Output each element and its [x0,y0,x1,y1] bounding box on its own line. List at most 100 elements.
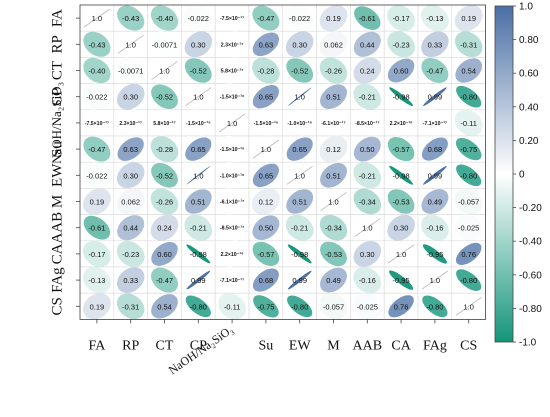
heatmap-cell: 0.19 [79,188,115,215]
heatmap-cell: 0.51 [282,188,317,215]
correlation-ellipse [186,166,211,185]
correlation-ellipse [83,293,111,320]
cell-value-label: 0.60 [157,250,172,259]
heatmap-cell: 0.51 [316,161,351,189]
x-axis-tick-label: FA [88,338,106,353]
heatmap-cell: -0.47 [147,266,182,294]
correlation-ellipse [251,188,280,215]
heatmap-cell: 0.65 [248,161,284,189]
correlation-ellipse [151,241,178,266]
cell-value-label: -0.40 [88,67,105,76]
heatmap-cell: 1.0 [79,4,115,32]
diagonal-line [387,244,415,264]
correlation-ellipse [420,4,449,32]
correlation-ellipse [218,31,247,58]
heatmap-cell: 0.33 [417,30,453,58]
correlation-ellipse [456,85,482,108]
correlation-ellipse [421,58,449,83]
correlation-ellipse [218,83,247,110]
heatmap-cell: -0.98 [383,161,419,189]
cell-value-label: -0.23 [122,250,139,259]
cell-value-label: 1.0 [463,302,473,311]
cell-value-label: 0.54 [157,302,172,311]
correlation-ellipse [150,214,179,241]
correlation-ellipse [422,244,447,264]
cell-value-label: 1.0 [92,14,102,23]
cell-value-label: 0.19 [461,14,476,23]
cell-value-label: -0.47 [156,276,173,285]
heatmap-cell: -1.5×10⁻¹⁶ [181,109,216,137]
heatmap-cell: -0.47 [248,4,284,32]
heatmap-cell: -0.52 [147,83,182,111]
correlation-ellipse [184,31,213,58]
cell-value-label: -0.53 [393,198,410,207]
heatmap-cell: 0.99 [181,266,216,294]
correlation-ellipse [319,109,348,137]
cell-value-label: -0.13 [88,276,105,285]
x-axis-tick-label: CT [156,338,174,353]
heatmap-cell: 5.8×10⁻¹⁷ [214,57,250,84]
cell-value-label: 2.3×10⁻¹⁷ [119,121,142,127]
heatmap-cell: -0.17 [79,240,115,268]
x-axis-tick-label: EW [289,338,312,353]
cell-value-label: -0.025 [458,224,479,233]
correlation-ellipse [151,267,178,293]
correlation-ellipse [353,293,382,320]
cell-value-label: 0.99 [292,276,307,285]
heatmap-cell: -0.022 [181,4,216,32]
heatmap-cell: -0.26 [147,188,182,215]
correlation-ellipse [320,162,347,188]
correlation-ellipse [387,214,415,241]
cell-value-label: 5.8×10⁻¹⁷ [221,69,244,75]
correlation-ellipse [389,87,414,107]
colorbar-tick-label: 0.80 [519,35,539,46]
heatmap-cell: 0.30 [350,240,385,268]
cell-value-label: -0.17 [88,250,105,259]
heatmap-cell: 0.76 [383,292,419,320]
heatmap-cell: 0.99 [417,161,453,189]
correlation-ellipse [455,242,482,265]
heatmap-cell: 1.0 [181,161,216,189]
cell-value-label: 0.63 [259,40,274,49]
colorbar-tick-label: -0.60 [519,270,542,281]
cell-value-label: -7.1×10⁻¹⁷ [220,278,244,284]
cell-value-label: -0.57 [393,145,410,154]
heatmap-cell: -0.21 [282,214,317,242]
correlation-ellipse [252,241,280,266]
heatmap-cell: 0.19 [79,292,115,320]
correlation-ellipse [287,87,312,106]
cell-value-label: 0.33 [428,40,443,49]
heatmap-cell: -0.80 [451,161,486,189]
cell-value-label: 0.24 [157,224,172,233]
cell-value-label: -0.47 [426,67,443,76]
correlation-ellipse [454,109,483,137]
cell-value-label: 0.24 [360,67,375,76]
cell-value-label: -0.52 [156,171,173,180]
heatmap-cell: -0.98 [282,240,317,268]
diagonal-line [455,296,482,316]
y-axis-tick-label: AAB [49,212,65,244]
colorbar-tick-label: -1.0 [519,338,537,349]
cell-value-label: 0.30 [123,93,138,102]
x-axis-tick-label: CP [190,338,207,353]
cell-value-label: -0.31 [122,302,139,311]
cell-value-label: -1.5×10⁻¹⁶ [254,121,279,127]
cell-value-label: -0.26 [325,67,342,76]
heatmap-cell: 0.44 [350,30,385,58]
cell-value-label: -7.1×10⁻¹⁷ [423,121,447,127]
correlation-ellipse [454,188,483,215]
heatmap-cell: -0.21 [181,214,216,242]
x-axis-tick-label: AAB [353,338,383,353]
correlation-ellipse [423,87,447,107]
heatmap-cell: -0.0071 [147,30,182,58]
correlation-ellipse [117,5,145,31]
cell-value-label: -0.28 [156,145,173,154]
correlation-ellipse [218,57,247,84]
cell-value-label: -0.47 [257,14,274,23]
heatmap-cell: 2.3×10⁻¹⁷ [113,109,148,137]
heatmap-cell: 0.062 [113,188,148,215]
heatmap-cell: 0.99 [417,83,453,111]
heatmap-cell: -0.52 [147,161,182,189]
correlation-ellipse [456,164,482,187]
correlation-ellipse [389,165,414,185]
